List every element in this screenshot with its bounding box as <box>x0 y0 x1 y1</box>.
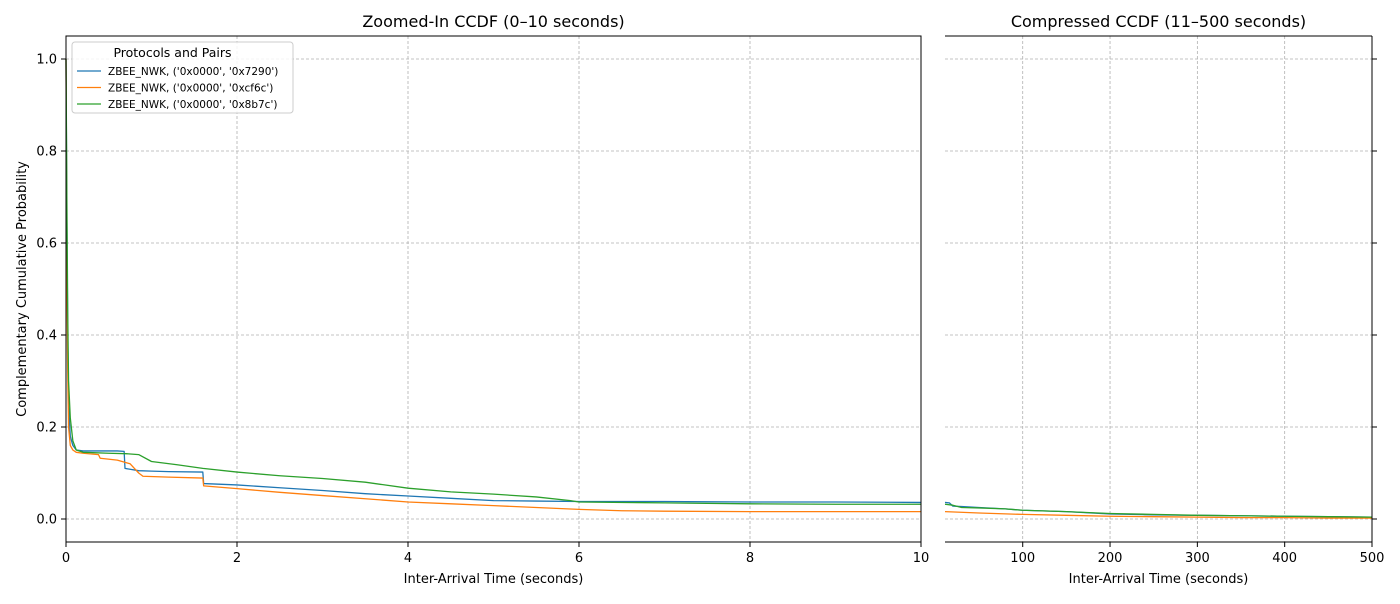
legend-entry-label: ZBEE_NWK, ('0x0000', '0x8b7c') <box>108 99 277 111</box>
left-x-tick-label: 6 <box>575 551 583 566</box>
left-plot-frame <box>65 35 922 543</box>
right-panel: 100 200 300 400 500 Compressed CCDF (11–500 … <box>944 12 1385 587</box>
right-series-line-1 <box>944 510 1372 519</box>
right-series-group <box>944 501 1373 519</box>
legend-entry-label: ZBEE_NWK, ('0x0000', '0x7290') <box>108 66 278 78</box>
left-y-tick-label: 1.0 <box>36 53 57 68</box>
left-x-axis-label: Inter-Arrival Time (seconds) <box>404 572 584 587</box>
left-grid <box>65 36 922 542</box>
legend-entry-label: ZBEE_NWK, ('0x0000', '0xcf6c') <box>108 83 273 95</box>
y-axis-label: Complementary Cumulative Probability <box>15 161 30 417</box>
right-series-line-2 <box>944 503 1373 518</box>
left-series-line-0 <box>65 58 922 504</box>
left-panel: 0 2 4 6 8 10 0.0 0.2 0.4 0.6 0.8 1.0 Zoomed-In CCDF… <box>15 12 929 587</box>
left-x-tick-label: 2 <box>233 551 241 566</box>
right-x-tick-label: 300 <box>1185 551 1210 566</box>
left-x-tick-label: 4 <box>404 551 412 566</box>
right-grid <box>945 36 1373 542</box>
left-ticks: 0 2 4 6 8 10 0.0 0.2 0.4 0.6 0.8 1.0 <box>36 53 929 567</box>
right-x-axis-label: Inter-Arrival Time (seconds) <box>1069 572 1249 587</box>
right-x-tick-label: 100 <box>1010 551 1035 566</box>
legend-entries: ZBEE_NWK, ('0x0000', '0x7290') ZBEE_NWK, … <box>77 66 278 111</box>
left-x-tick-label: 0 <box>62 551 70 566</box>
left-y-tick-label: 0.0 <box>36 513 57 528</box>
legend-title: Protocols and Pairs <box>113 45 231 60</box>
left-chart-title: Zoomed-In CCDF (0–10 seconds) <box>362 12 624 31</box>
left-series-line-1 <box>65 58 921 513</box>
right-x-tick-label: 400 <box>1272 551 1297 566</box>
left-y-tick-label: 0.2 <box>36 421 57 436</box>
legend-box <box>71 41 294 114</box>
right-ticks: 100 200 300 400 500 <box>1010 58 1385 566</box>
left-series-group <box>65 58 922 513</box>
left-series-line-2 <box>65 58 921 505</box>
left-y-tick-label: 0.6 <box>36 237 57 252</box>
right-chart-title: Compressed CCDF (11–500 seconds) <box>1011 12 1306 31</box>
right-plot-frame <box>945 35 1373 543</box>
left-x-tick-label: 8 <box>746 551 754 566</box>
left-x-tick-label: 10 <box>913 551 930 566</box>
left-y-tick-label: 0.4 <box>36 329 57 344</box>
left-y-tick-label: 0.8 <box>36 145 57 160</box>
right-x-tick-label: 200 <box>1098 551 1123 566</box>
right-x-tick-label: 500 <box>1360 551 1385 566</box>
legend: Protocols and Pairs ZBEE_NWK, ('0x0000',… <box>71 41 294 114</box>
